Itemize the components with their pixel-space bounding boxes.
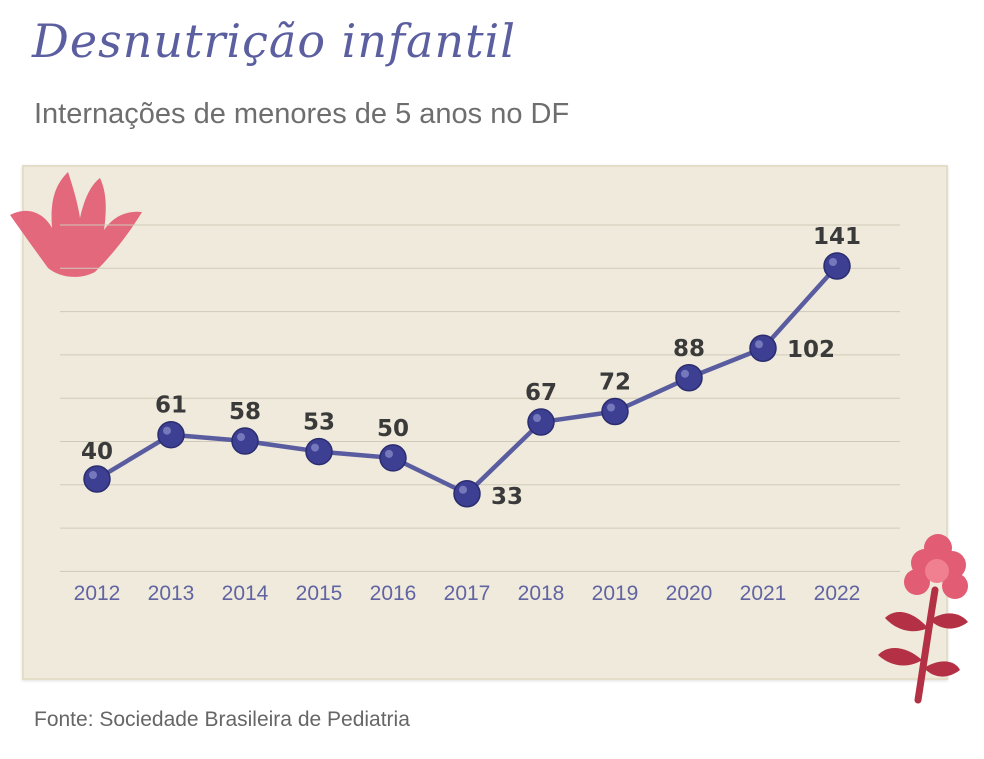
data-point-highlight [755, 340, 763, 349]
data-point [83, 465, 111, 493]
data-label: 40 [81, 439, 113, 465]
data-point-highlight [163, 426, 171, 435]
data-point [601, 397, 629, 426]
data-point-highlight [681, 369, 689, 378]
flower-stem-icon [878, 534, 968, 704]
data-label: 88 [673, 336, 705, 362]
x-tick-label: 2022 [814, 582, 861, 605]
grid-lines [60, 224, 900, 572]
data-point [453, 480, 481, 508]
x-axis-ticks: 2012 2013 2014 2015 2016 2017 2018 2019 2020 2021… [74, 582, 861, 605]
data-point [675, 364, 703, 392]
data-labels: 40 61 58 53 50 33 67 72 88 102 141 [81, 224, 861, 510]
series-polyline [95, 264, 839, 497]
data-point [157, 420, 185, 449]
x-tick-label: 2013 [148, 582, 195, 605]
data-point-highlight [829, 258, 837, 266]
data-label: 33 [491, 484, 523, 510]
data-point [823, 252, 851, 280]
data-label: 53 [303, 410, 335, 436]
page-title: Desnutrição infantil [32, 14, 516, 68]
x-tick-label: 2018 [518, 582, 565, 605]
x-tick-label: 2015 [296, 582, 343, 605]
data-label: 50 [377, 416, 409, 442]
data-point-highlight [607, 403, 615, 412]
data-point [379, 444, 407, 472]
data-point-highlight [311, 443, 319, 452]
x-tick-label: 2017 [444, 582, 491, 605]
data-label: 102 [787, 337, 835, 363]
data-point-highlight [385, 449, 393, 458]
data-point-highlight [237, 433, 245, 442]
data-label: 67 [525, 380, 557, 406]
data-label: 58 [229, 399, 261, 425]
data-label: 141 [813, 224, 861, 250]
data-point-highlight [533, 414, 541, 423]
x-tick-label: 2019 [592, 582, 639, 605]
data-point [527, 408, 555, 436]
x-tick-label: 2016 [370, 582, 417, 605]
data-point [749, 334, 777, 362]
source-note: Fonte: Sociedade Brasileira de Pediatria [34, 708, 410, 731]
data-label: 72 [599, 370, 631, 396]
x-tick-label: 2012 [74, 582, 121, 605]
data-point [231, 427, 259, 455]
page-subtitle: Internações de menores de 5 anos no DF [34, 98, 570, 130]
x-tick-label: 2014 [222, 582, 269, 605]
flower-icon [10, 172, 142, 277]
data-label: 61 [155, 393, 187, 419]
data-point-highlight [459, 485, 467, 494]
x-tick-label: 2020 [666, 582, 713, 605]
x-tick-label: 2021 [740, 582, 787, 605]
data-point [305, 437, 333, 466]
series-points [83, 252, 851, 508]
series-line [95, 264, 839, 497]
data-point-highlight [89, 471, 97, 479]
